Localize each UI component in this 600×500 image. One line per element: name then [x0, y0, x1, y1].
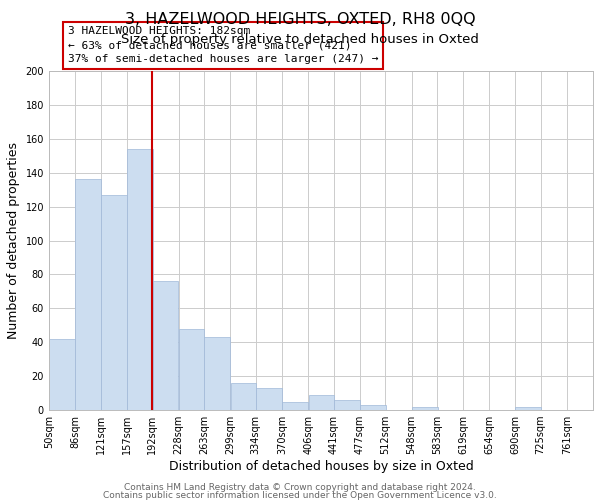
Bar [152, 281, 178, 410]
Y-axis label: Number of detached properties: Number of detached properties [7, 142, 20, 339]
Bar [515, 406, 541, 410]
Bar [205, 337, 230, 410]
Bar [76, 180, 101, 410]
Bar [360, 405, 386, 410]
Bar [101, 195, 127, 410]
Text: Contains HM Land Registry data © Crown copyright and database right 2024.: Contains HM Land Registry data © Crown c… [124, 483, 476, 492]
Bar [282, 402, 308, 410]
Bar [127, 149, 153, 410]
Bar [308, 395, 334, 410]
Bar [334, 400, 359, 410]
Bar [412, 406, 437, 410]
Bar [49, 339, 75, 410]
Text: Contains public sector information licensed under the Open Government Licence v3: Contains public sector information licen… [103, 490, 497, 500]
X-axis label: Distribution of detached houses by size in Oxted: Distribution of detached houses by size … [169, 460, 473, 473]
Bar [256, 388, 281, 410]
Bar [230, 383, 256, 410]
Text: Size of property relative to detached houses in Oxted: Size of property relative to detached ho… [121, 32, 479, 46]
Text: 3, HAZELWOOD HEIGHTS, OXTED, RH8 0QQ: 3, HAZELWOOD HEIGHTS, OXTED, RH8 0QQ [125, 12, 475, 28]
Bar [179, 328, 205, 410]
Text: 3 HAZELWOOD HEIGHTS: 182sqm
← 63% of detached houses are smaller (421)
37% of se: 3 HAZELWOOD HEIGHTS: 182sqm ← 63% of det… [68, 26, 379, 64]
